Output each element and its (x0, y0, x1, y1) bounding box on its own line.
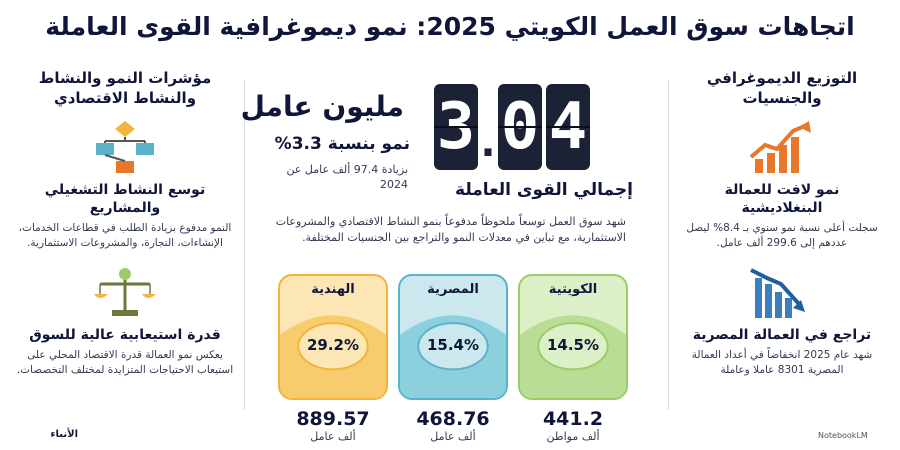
nationality-values: 441.2 ألف مواطن 468.76 ألف عامل 889.57 أ… (278, 408, 628, 443)
increase-note: بزيادة 97.4 ألف عامل عن 2024 (286, 163, 408, 192)
value-number: 889.57 (296, 408, 370, 430)
divider-left (244, 80, 245, 410)
counter-label: إجمالي القوى العاملة (455, 180, 633, 200)
dome-shape (280, 315, 386, 398)
credit-label: NotebookLM (818, 431, 868, 440)
value-indian: 889.57 ألف عامل (278, 408, 388, 443)
card-percentage: 29.2% (306, 336, 360, 354)
counter-dot: . (480, 120, 496, 166)
page-title: اتجاهات سوق العمل الكويتي 2025: نمو ديمو… (45, 12, 855, 41)
card-name: الهندية (311, 282, 355, 297)
indicators-heading: مؤشرات النمو والنشاط والنشاط الاقتصادي (38, 69, 212, 108)
flowchart-icon (14, 119, 236, 175)
dome-shape (400, 315, 506, 398)
card-percentage: 14.5% (546, 336, 600, 354)
economic-indicators-section: مؤشرات النمو والنشاط والنشاط الاقتصادي ت… (14, 68, 236, 378)
growth-rate: نمو بنسبة 3.3% (274, 134, 410, 154)
value-unit: ألف عامل (430, 430, 476, 443)
scale-icon (14, 264, 236, 320)
dome-shape (520, 315, 626, 398)
bangladeshi-growth-text: سجلت أعلى نسبة نمو سنوي بـ 8.4% ليصل عدد… (686, 221, 878, 249)
value-kuwaiti: 441.2 ألف مواطن (518, 408, 628, 443)
value-unit: ألف عامل (310, 430, 356, 443)
demographics-heading: التوزيع الديموغرافي والجنسيات (706, 69, 858, 108)
expansion-text: النمو مدفوع بزيادة الطلب في قطاعات الخدم… (18, 221, 232, 249)
million-workers: مليون عامل (240, 90, 404, 123)
egyptian-decline-title: تراجع في العمالة المصرية (692, 327, 872, 344)
divider-right (668, 80, 669, 410)
value-number: 468.76 (416, 408, 490, 430)
nationality-cards: الكويتية 14.5% المصرية 15.4% الهندية 29.… (278, 274, 628, 400)
counter-digit: 4 (546, 84, 590, 170)
counter-digit: 3 (434, 84, 478, 170)
counter-digit: 0 (498, 84, 542, 170)
summary-paragraph: شهد سوق العمل توسعاً ملحوظاً مدفوعاً بنم… (275, 215, 626, 244)
rising-chart-icon (682, 119, 882, 175)
workforce-counter: 3 . 0 4 (434, 84, 590, 170)
capacity-title: قدرة استيعابية عالية للسوق (29, 327, 221, 344)
capacity-text: يعكس نمو العمالة قدرة الاقتصاد المحلي عل… (16, 349, 234, 377)
brand-logo: الأنباء (50, 429, 78, 440)
card-name: الكويتية (548, 282, 598, 297)
workforce-summary: 3 . 0 4 إجمالي القوى العاملة مليون عامل … (241, 66, 646, 450)
card-indian: الهندية 29.2% (278, 274, 388, 400)
demographics-section: التوزيع الديموغرافي والجنسيات نمو لافت ل… (682, 68, 882, 378)
falling-chart-icon (682, 264, 882, 320)
card-egyptian: المصرية 15.4% (398, 274, 508, 400)
expansion-title: توسع النشاط التشغيلي والمشاريع (44, 181, 206, 216)
value-unit: ألف مواطن (546, 430, 600, 443)
value-egyptian: 468.76 ألف عامل (398, 408, 508, 443)
card-percentage: 15.4% (426, 336, 480, 354)
card-name: المصرية (427, 282, 479, 297)
value-number: 441.2 (542, 408, 604, 430)
bangladeshi-growth-title: نمو لافت للعمالة البنغلاديشية (724, 181, 840, 216)
card-kuwaiti: الكويتية 14.5% (518, 274, 628, 400)
egyptian-decline-text: شهد عام 2025 انخفاضاً في أعداد العمالة ا… (691, 349, 873, 377)
